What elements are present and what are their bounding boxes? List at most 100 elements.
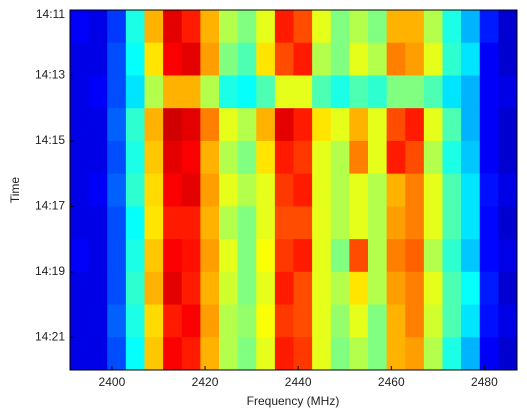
heat-cell (405, 75, 425, 109)
heat-cell (293, 239, 313, 273)
heat-cell (461, 10, 481, 44)
heat-cell (349, 271, 369, 306)
heat-cell (256, 271, 276, 306)
heat-cell (442, 271, 462, 306)
heat-cell (349, 108, 369, 142)
heat-cell (368, 206, 388, 240)
heat-cell (107, 108, 127, 142)
heat-cell (423, 337, 443, 371)
heat-cell (312, 304, 332, 338)
heat-cell (163, 140, 183, 175)
heat-cell (330, 337, 350, 371)
heat-cell (330, 10, 350, 44)
heat-cell (163, 304, 183, 338)
heat-cell (219, 304, 239, 338)
heat-cell (423, 140, 443, 175)
heat-cell (70, 337, 90, 371)
heat-cell (498, 173, 518, 207)
heat-cell (70, 239, 90, 273)
heat-cell (125, 206, 145, 240)
heat-cell (144, 337, 164, 371)
y-tick-label: 14:15 (35, 133, 65, 147)
heat-cell (237, 108, 257, 142)
heat-cell (70, 75, 90, 109)
heat-cell (107, 271, 127, 306)
heat-cell (386, 304, 406, 338)
heat-cell (293, 10, 313, 44)
heat-cell (479, 304, 499, 338)
heat-cell (163, 42, 183, 76)
heat-cell (219, 10, 239, 44)
heat-cell (312, 42, 332, 76)
heat-cell (256, 10, 276, 44)
heat-cell (144, 304, 164, 338)
heat-cell (405, 42, 425, 76)
heat-cell (498, 239, 518, 273)
y-axis-label: Time (8, 177, 22, 204)
heat-cell (442, 10, 462, 44)
heat-cell (461, 173, 481, 207)
heat-cell (256, 206, 276, 240)
heat-cell (312, 239, 332, 273)
heat-cell (181, 304, 201, 338)
heat-cell (312, 108, 332, 142)
heat-cell (219, 271, 239, 306)
heat-cell (200, 42, 220, 76)
heat-cell (330, 140, 350, 175)
heat-cell (479, 42, 499, 76)
heat-cell (405, 108, 425, 142)
heat-cell (274, 42, 294, 76)
heat-cell (461, 75, 481, 109)
heat-cell (498, 140, 518, 175)
heat-cell (256, 337, 276, 371)
heat-cell (498, 10, 518, 44)
heat-cell (442, 75, 462, 109)
heat-cell (70, 304, 90, 338)
heat-cell (368, 75, 388, 109)
heat-cell (442, 337, 462, 371)
heat-cell (312, 337, 332, 371)
heat-cell (498, 206, 518, 240)
plot-frame (69, 9, 518, 371)
heat-cell (256, 42, 276, 76)
x-tick-label: 2420 (192, 375, 219, 389)
heat-cell (88, 10, 108, 44)
heat-cell (107, 10, 127, 44)
heat-cell (405, 239, 425, 273)
heat-cell (368, 173, 388, 207)
heat-cell (442, 304, 462, 338)
heat-cell (498, 42, 518, 76)
heat-cell (442, 42, 462, 76)
x-tick-label: 2400 (99, 375, 126, 389)
heat-cell (144, 206, 164, 240)
heat-cell (200, 140, 220, 175)
heat-cell (442, 239, 462, 273)
heat-cell (368, 140, 388, 175)
heat-cell (442, 140, 462, 175)
heat-cell (144, 10, 164, 44)
heat-cell (293, 337, 313, 371)
heat-cell (70, 140, 90, 175)
heat-cell (70, 10, 90, 44)
heat-cell (330, 42, 350, 76)
heat-cell (349, 239, 369, 273)
heat-cell (405, 173, 425, 207)
heat-cell (498, 304, 518, 338)
heat-cell (70, 271, 90, 306)
heat-cell (274, 271, 294, 306)
heat-cell (219, 42, 239, 76)
y-tick-label: 14:13 (35, 68, 65, 82)
heat-cell (70, 173, 90, 207)
heat-cell (312, 75, 332, 109)
heat-cell (330, 239, 350, 273)
heat-cell (88, 173, 108, 207)
heat-cell (125, 173, 145, 207)
heat-cell (386, 75, 406, 109)
heat-cell (461, 304, 481, 338)
heat-cell (312, 10, 332, 44)
heat-cell (368, 271, 388, 306)
y-tick-label: 14:19 (35, 264, 65, 278)
heat-cell (293, 75, 313, 109)
heat-cell (274, 108, 294, 142)
